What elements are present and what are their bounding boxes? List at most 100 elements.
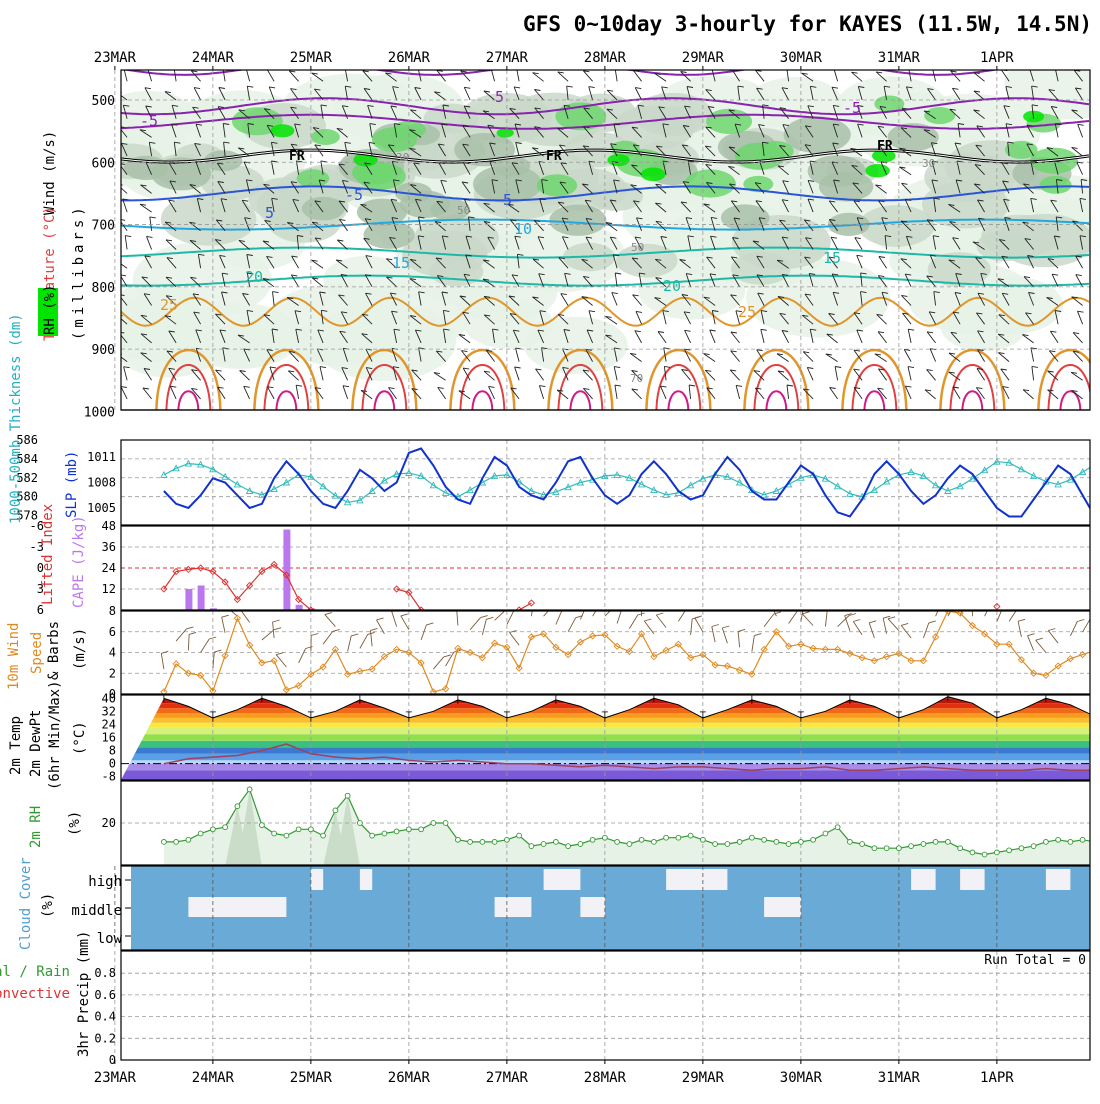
wind-barb-10m-flag bbox=[1048, 629, 1055, 631]
wind-barb bbox=[516, 348, 520, 362]
contour-label: 50 bbox=[631, 241, 644, 254]
rh-point bbox=[1080, 837, 1085, 842]
rh-point bbox=[480, 840, 485, 845]
wind-barb-10m-flag bbox=[325, 613, 332, 615]
date-label-bottom: 29MAR bbox=[682, 1070, 725, 1086]
freezing-label: FR bbox=[546, 149, 562, 164]
wind-barb bbox=[561, 294, 568, 306]
contour-temp-40 bbox=[962, 391, 982, 410]
rh-shade-3 bbox=[706, 109, 752, 134]
temp-ytick: 40 bbox=[102, 691, 116, 705]
wind-barb-10m-flag bbox=[486, 617, 493, 619]
cape-ytick-right: 36 bbox=[102, 540, 116, 554]
wind-barb bbox=[852, 72, 863, 81]
wind-barb-flag bbox=[514, 87, 520, 88]
temp-ytick: -8 bbox=[102, 770, 116, 784]
wind-barb bbox=[908, 367, 911, 381]
precip-ylabel-b: Convective bbox=[0, 986, 70, 1002]
wind-ylabel-c: & Barbs bbox=[46, 621, 62, 680]
panel-frame-precip bbox=[121, 951, 1090, 1060]
wind-ytick: 4 bbox=[109, 646, 116, 660]
wind-barb-10m bbox=[421, 625, 426, 640]
contour-temp-40 bbox=[178, 391, 198, 410]
cloud-gap-middle bbox=[495, 897, 532, 917]
wind-barb-flag bbox=[418, 68, 424, 69]
rh-point bbox=[529, 844, 534, 849]
rh-shade-1 bbox=[616, 244, 677, 278]
wind-barb-10m-flag bbox=[506, 607, 513, 609]
wind-speed-point bbox=[1092, 647, 1098, 653]
wind-barb-10m bbox=[853, 622, 862, 635]
date-label-bottom: 1APR bbox=[980, 1070, 1014, 1086]
wind-barb-10m bbox=[176, 629, 186, 641]
wind-barb-flag bbox=[320, 367, 326, 368]
wind-barb-flag bbox=[908, 329, 914, 330]
wind-barb-flag bbox=[662, 87, 668, 88]
freezing-label: FR bbox=[877, 139, 893, 154]
wind-barb-10m bbox=[323, 631, 333, 644]
upper-ytick: 900 bbox=[92, 343, 115, 358]
wind-barb-flag bbox=[1032, 366, 1038, 367]
precip-ytick: 0.6 bbox=[94, 988, 116, 1002]
date-label-bottom: 23MAR bbox=[94, 1070, 137, 1086]
cloud-level-high: high bbox=[88, 874, 122, 890]
wind-barb-flag bbox=[517, 68, 523, 69]
rh-point bbox=[517, 833, 522, 838]
rh-ytick: 20 bbox=[102, 816, 116, 830]
wind-barb-10m bbox=[1092, 612, 1095, 628]
temp-band bbox=[121, 747, 1090, 754]
wind-barb bbox=[830, 388, 838, 399]
cloud-gap-middle bbox=[580, 897, 605, 917]
temp-bands bbox=[121, 695, 1090, 780]
wind-barb-10m-flag bbox=[189, 632, 196, 634]
wind-barb bbox=[121, 387, 127, 399]
wind-barb bbox=[583, 71, 592, 82]
wind-barb-10m bbox=[392, 611, 397, 626]
wind-barb bbox=[289, 71, 298, 81]
wind-barb-10m bbox=[752, 636, 754, 652]
wind-barb-10m-flag bbox=[276, 653, 283, 655]
wind-ylabel-d: (m/s) bbox=[72, 628, 88, 670]
rh-shade-4 bbox=[607, 154, 629, 166]
wind-ytick: 2 bbox=[109, 666, 116, 680]
contour-temp-30 bbox=[744, 350, 808, 410]
cape-bar bbox=[296, 605, 303, 610]
rh-shade-2 bbox=[549, 205, 606, 236]
rh-point bbox=[223, 825, 228, 830]
rh-ylabel-a: 2m RH bbox=[28, 806, 44, 848]
contour-temp-35 bbox=[460, 365, 504, 410]
temp-clip bbox=[115, 691, 1100, 780]
date-label-bottom: 24MAR bbox=[192, 1070, 235, 1086]
rh-point bbox=[247, 787, 252, 792]
cloud-ylabel-b: (%) bbox=[40, 893, 56, 918]
wind-barb-10m-flag bbox=[222, 615, 229, 617]
wind-barb bbox=[1077, 162, 1083, 175]
temp-band bbox=[121, 703, 1090, 708]
wind-barb bbox=[731, 351, 740, 362]
rh-shade-3 bbox=[311, 129, 340, 145]
wind-barb bbox=[125, 236, 127, 250]
rh-point bbox=[713, 842, 718, 847]
wind-barb bbox=[147, 236, 152, 249]
wind-barb-10m-flag bbox=[901, 623, 908, 625]
wind-barb-flag bbox=[464, 87, 470, 88]
date-label-top: 1APR bbox=[980, 50, 1014, 66]
rh-point bbox=[296, 827, 301, 832]
wind-barb-10m bbox=[691, 619, 693, 635]
wind-barb bbox=[855, 238, 862, 250]
wind-barb-10m bbox=[161, 653, 164, 669]
wind-barb-10m bbox=[325, 615, 336, 627]
rh-point bbox=[1044, 840, 1049, 845]
wind-barb-10m bbox=[1070, 622, 1077, 636]
temp-ytick: 32 bbox=[102, 704, 116, 718]
upper-ytick: 1000 bbox=[84, 405, 115, 420]
rh-shade-2 bbox=[302, 197, 345, 221]
wind-barb-flag bbox=[615, 385, 621, 386]
rh-shade-2 bbox=[784, 116, 851, 153]
wind-barb-10m-flag bbox=[622, 606, 629, 608]
thick-ylabel-right: SLP (mb) bbox=[64, 451, 80, 518]
rh-shade-0 bbox=[313, 302, 457, 381]
cape-ylabel-left: Lifted Index bbox=[40, 504, 56, 605]
wind-barb-10m-flag bbox=[1091, 616, 1098, 618]
